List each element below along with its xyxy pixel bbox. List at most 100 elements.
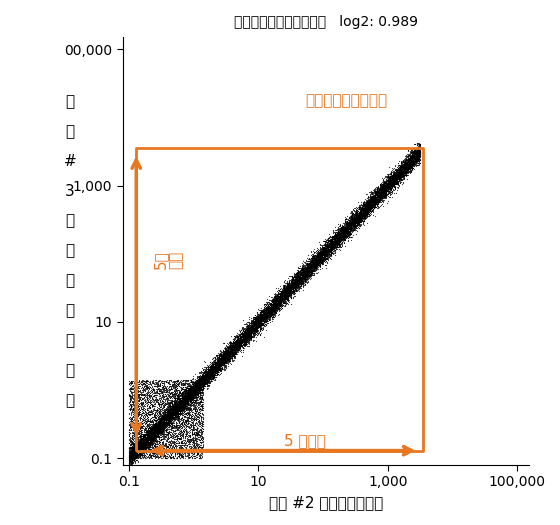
Point [261,311,270,319]
Point [381,185,390,194]
Point [279,280,288,289]
Point [169,407,178,415]
Point [144,426,153,435]
Point [401,163,410,171]
Point [271,300,280,309]
Point [174,397,183,405]
Point [316,258,325,267]
Point [187,388,196,396]
Point [347,207,356,215]
Point [325,247,334,256]
Point [371,196,380,204]
Point [226,346,235,355]
Point [144,392,153,400]
Point [132,450,141,459]
Point [321,248,330,257]
Point [141,450,150,459]
Point [319,245,328,254]
Point [249,325,258,333]
Point [175,388,184,396]
Point [412,156,421,164]
Point [213,361,222,370]
Point [368,199,377,207]
Point [279,281,288,290]
Point [204,371,213,379]
Point [395,167,404,176]
Point [199,375,208,383]
Point [180,393,189,402]
Point [352,208,361,216]
Point [130,384,139,393]
Point [135,394,144,403]
Point [144,438,153,447]
Point [132,386,141,395]
Point [194,443,203,452]
Point [296,269,305,277]
Point [297,282,306,290]
Point [317,256,326,265]
Point [180,390,189,398]
Point [137,434,146,442]
Point [202,376,211,384]
Point [333,243,342,251]
Point [130,414,139,423]
Point [250,332,259,341]
Point [379,180,388,188]
Point [155,401,164,410]
Point [410,153,419,161]
Point [357,211,366,219]
Point [176,403,185,411]
Point [144,432,153,440]
Point [185,392,194,400]
Point [226,351,235,360]
Point [319,246,328,255]
Point [218,350,227,359]
Point [300,270,309,279]
Point [314,259,323,267]
Point [175,404,184,412]
Point [197,428,206,436]
Point [156,422,165,430]
Point [385,163,394,171]
Point [160,384,169,392]
Point [342,225,351,233]
Point [390,177,399,185]
Point [190,387,199,396]
Point [308,264,317,272]
Point [143,429,152,437]
Point [365,202,374,210]
Point [375,187,384,195]
Point [142,440,151,448]
Point [165,414,174,423]
Point [247,321,256,330]
Point [150,429,158,437]
Point [395,167,404,176]
Point [232,337,241,345]
Point [133,411,142,419]
Point [239,327,248,335]
Point [128,450,137,458]
Point [283,289,292,297]
Point [235,336,244,344]
Point [235,341,244,350]
Point [185,426,194,434]
Point [303,276,312,284]
Point [198,377,207,385]
Point [410,160,419,168]
Point [154,427,163,435]
Point [260,303,269,312]
Point [141,440,150,449]
Point [155,429,164,437]
Point [186,430,195,439]
Point [144,436,153,444]
Point [366,204,375,213]
Point [245,328,254,336]
Point [292,284,301,292]
Point [179,404,188,413]
Point [364,201,373,209]
Point [401,167,410,176]
Point [153,398,162,406]
Point [142,440,151,448]
Point [224,351,233,360]
Point [137,439,146,448]
